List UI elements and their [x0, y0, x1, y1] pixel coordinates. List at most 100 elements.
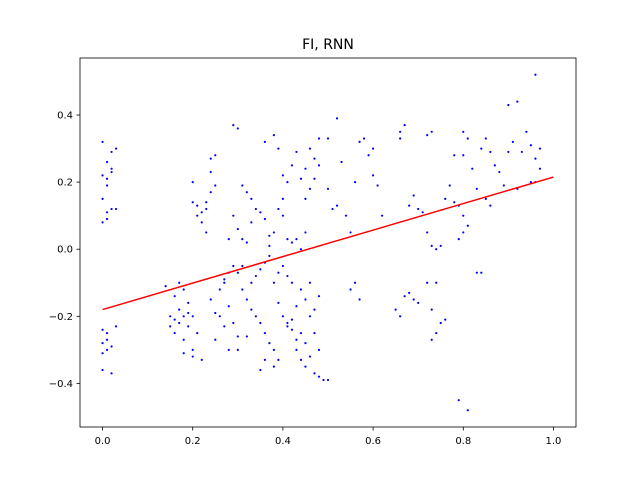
data-point	[263, 331, 266, 335]
data-point	[286, 325, 289, 328]
data-point	[178, 281, 181, 284]
data-point	[299, 288, 303, 291]
data-point	[259, 321, 262, 325]
data-point	[281, 214, 285, 217]
data-point	[268, 234, 271, 237]
data-point	[187, 301, 190, 304]
data-point	[200, 358, 203, 362]
data-point	[101, 368, 104, 372]
data-point	[484, 137, 487, 140]
data-point	[304, 298, 307, 301]
data-point	[403, 295, 406, 298]
data-point	[462, 214, 465, 217]
data-point	[529, 181, 533, 184]
data-point	[426, 281, 429, 284]
data-point	[421, 211, 424, 214]
x-tick-label: 0.8	[455, 436, 471, 447]
data-point	[493, 164, 496, 167]
data-point	[466, 224, 469, 227]
data-point	[453, 201, 456, 204]
x-tick-label: 0.0	[95, 436, 111, 447]
data-point	[101, 174, 104, 177]
data-point	[376, 184, 379, 187]
data-point	[196, 331, 199, 335]
data-point	[290, 164, 294, 167]
data-point	[520, 150, 523, 154]
data-point	[191, 201, 194, 204]
data-point	[101, 140, 104, 143]
data-point	[466, 409, 469, 412]
data-point	[236, 127, 239, 130]
data-point	[326, 378, 330, 382]
data-point	[358, 140, 361, 143]
data-point	[484, 197, 487, 200]
data-point	[209, 170, 212, 174]
data-point	[250, 308, 253, 311]
data-point	[344, 214, 348, 217]
data-point	[394, 308, 397, 311]
data-point	[105, 160, 109, 164]
data-point	[259, 368, 262, 372]
data-point	[241, 288, 244, 291]
data-point	[250, 221, 253, 224]
data-point	[245, 298, 248, 301]
plot-frame	[79, 57, 577, 428]
data-point	[173, 295, 176, 298]
y-tick-label: 0.2	[57, 178, 73, 189]
data-point	[462, 154, 465, 157]
data-point	[362, 137, 366, 140]
data-point	[534, 157, 537, 160]
data-point	[317, 375, 321, 378]
data-point	[236, 227, 239, 231]
data-point	[110, 170, 113, 174]
data-point	[259, 211, 262, 214]
data-point	[371, 147, 375, 150]
data-point	[430, 130, 433, 133]
data-point	[304, 342, 307, 345]
data-point	[254, 315, 257, 318]
data-point	[105, 211, 109, 214]
data-point	[277, 271, 280, 274]
data-point	[412, 194, 415, 197]
scatter-points	[101, 73, 542, 412]
data-point	[299, 177, 303, 180]
data-point	[272, 134, 275, 137]
data-point	[281, 197, 285, 200]
data-point	[326, 187, 330, 190]
data-point	[110, 167, 113, 170]
data-point	[308, 187, 312, 190]
data-point	[281, 264, 285, 268]
fit-line	[102, 176, 554, 311]
data-point	[475, 187, 478, 190]
data-point	[272, 348, 275, 351]
data-point	[340, 160, 343, 164]
data-point	[178, 321, 181, 325]
data-point	[214, 338, 217, 341]
data-point	[308, 147, 312, 150]
data-point	[223, 325, 226, 328]
data-point	[439, 244, 442, 247]
data-point	[525, 130, 528, 133]
data-point	[308, 315, 312, 318]
data-point	[317, 164, 321, 167]
data-point	[335, 117, 339, 120]
data-point	[353, 281, 357, 284]
y-tick-label: −0.2	[49, 312, 73, 323]
x-tick-label: 0.2	[185, 436, 201, 447]
data-point	[101, 197, 104, 200]
data-point	[263, 140, 266, 143]
data-point	[241, 184, 244, 187]
data-point	[105, 331, 109, 335]
data-point	[245, 191, 248, 194]
data-point	[448, 184, 451, 187]
data-point	[457, 399, 460, 402]
data-point	[268, 244, 271, 247]
data-point	[313, 177, 316, 180]
data-point	[205, 231, 208, 234]
data-point	[290, 328, 294, 331]
data-point	[439, 321, 442, 325]
data-point	[245, 241, 248, 244]
data-point	[200, 211, 203, 214]
data-point	[236, 348, 239, 351]
data-point	[353, 181, 357, 184]
